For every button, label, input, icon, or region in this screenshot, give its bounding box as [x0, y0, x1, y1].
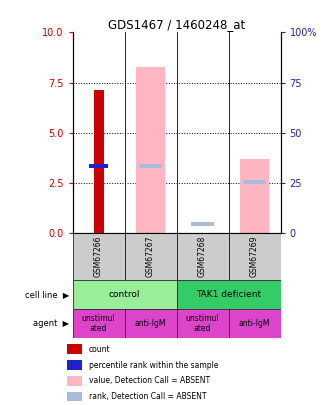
Text: GSM67267: GSM67267	[146, 236, 155, 277]
Bar	[89, 164, 108, 168]
Bar	[191, 222, 214, 226]
Bar	[94, 90, 104, 233]
Bar	[228, 309, 280, 338]
Text: value, Detection Call = ABSENT: value, Detection Call = ABSENT	[89, 376, 210, 386]
Text: unstimul
ated: unstimul ated	[186, 314, 219, 333]
Bar	[67, 376, 82, 386]
Text: GSM67266: GSM67266	[94, 236, 103, 277]
Text: count: count	[89, 345, 110, 354]
Bar	[124, 233, 177, 280]
Text: unstimul
ated: unstimul ated	[82, 314, 116, 333]
Bar	[136, 66, 165, 233]
Bar	[243, 180, 266, 184]
Bar	[177, 309, 228, 338]
Bar	[177, 233, 228, 280]
Bar	[67, 392, 82, 402]
Text: control: control	[109, 290, 140, 299]
Text: anti-IgM: anti-IgM	[135, 319, 166, 328]
Text: GSM67269: GSM67269	[250, 236, 259, 277]
Bar	[139, 164, 162, 168]
Text: rank, Detection Call = ABSENT: rank, Detection Call = ABSENT	[89, 392, 206, 401]
Text: agent  ▶: agent ▶	[33, 319, 69, 328]
Bar	[228, 233, 280, 280]
Bar	[240, 159, 269, 233]
Text: TAK1 deficient: TAK1 deficient	[196, 290, 261, 299]
Text: GSM67268: GSM67268	[198, 236, 207, 277]
Text: percentile rank within the sample: percentile rank within the sample	[89, 361, 218, 370]
Bar	[177, 280, 280, 309]
Bar	[73, 309, 124, 338]
Title: GDS1467 / 1460248_at: GDS1467 / 1460248_at	[108, 18, 245, 31]
Bar	[67, 360, 82, 370]
Bar	[124, 309, 177, 338]
Bar	[73, 280, 177, 309]
Text: anti-IgM: anti-IgM	[239, 319, 270, 328]
Bar	[67, 344, 82, 354]
Text: cell line  ▶: cell line ▶	[25, 290, 69, 299]
Bar	[73, 233, 124, 280]
